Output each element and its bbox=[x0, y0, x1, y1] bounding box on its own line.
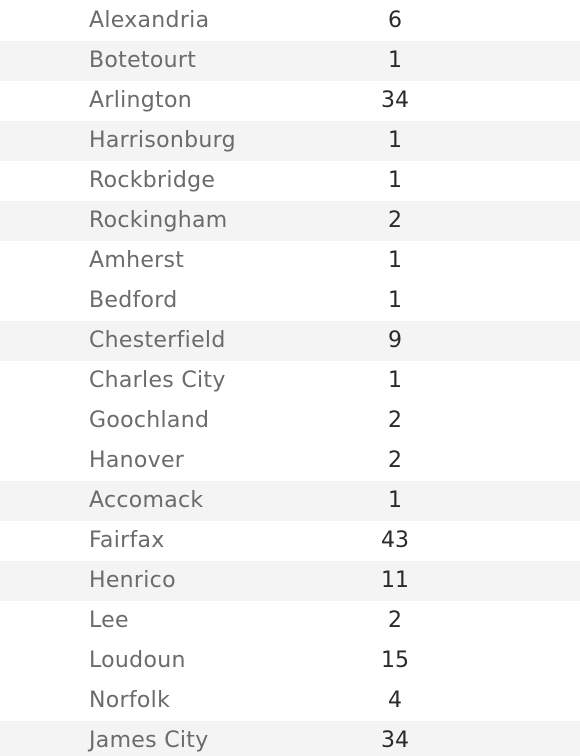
county-count: 43 bbox=[381, 528, 409, 553]
county-name: Charles City bbox=[89, 368, 226, 393]
county-name: Amherst bbox=[89, 248, 185, 273]
table-row[interactable]: Goochland 2 bbox=[0, 401, 580, 441]
county-count: 1 bbox=[388, 168, 402, 193]
table-row[interactable]: Botetourt 1 bbox=[0, 41, 580, 81]
county-count: 4 bbox=[388, 688, 402, 713]
county-count: 2 bbox=[388, 608, 402, 633]
table-row[interactable]: Amherst 1 bbox=[0, 241, 580, 281]
table-row[interactable]: Loudoun 15 bbox=[0, 641, 580, 681]
county-count: 1 bbox=[388, 288, 402, 313]
table-row[interactable]: Henrico 11 bbox=[0, 561, 580, 601]
county-count: 1 bbox=[388, 368, 402, 393]
table-row[interactable]: Alexandria 6 bbox=[0, 1, 580, 41]
county-count: 1 bbox=[388, 248, 402, 273]
table-row[interactable]: Chesterfield 9 bbox=[0, 321, 580, 361]
county-count: 34 bbox=[381, 728, 409, 753]
county-count: 2 bbox=[388, 448, 402, 473]
county-name: Alexandria bbox=[89, 8, 210, 33]
county-count: 34 bbox=[381, 88, 409, 113]
county-name: Arlington bbox=[89, 88, 192, 113]
county-name: Botetourt bbox=[89, 48, 197, 73]
county-count: 11 bbox=[381, 568, 409, 593]
county-name: Chesterfield bbox=[89, 328, 226, 353]
table-row[interactable]: Rockingham 2 bbox=[0, 201, 580, 241]
county-count: 6 bbox=[388, 8, 402, 33]
county-name: Accomack bbox=[89, 488, 204, 513]
county-count: 9 bbox=[388, 328, 402, 353]
county-name: Loudoun bbox=[89, 648, 186, 673]
county-count: 1 bbox=[388, 128, 402, 153]
table-row[interactable]: Hanover 2 bbox=[0, 441, 580, 481]
county-name: Goochland bbox=[89, 408, 210, 433]
table-row[interactable]: Accomack 1 bbox=[0, 481, 580, 521]
county-name: Rockbridge bbox=[89, 168, 216, 193]
county-count: 2 bbox=[388, 208, 402, 233]
county-count: 15 bbox=[381, 648, 409, 673]
county-name: Lee bbox=[89, 608, 129, 633]
county-count: 1 bbox=[388, 48, 402, 73]
table-row[interactable]: Harrisonburg 1 bbox=[0, 121, 580, 161]
table-row[interactable]: James City 34 bbox=[0, 721, 580, 756]
table-row[interactable]: Rockbridge 1 bbox=[0, 161, 580, 201]
table-row[interactable]: Arlington 34 bbox=[0, 81, 580, 121]
table-row[interactable]: Norfolk 4 bbox=[0, 681, 580, 721]
county-name: Fairfax bbox=[89, 528, 165, 553]
table-row[interactable]: Lee 2 bbox=[0, 601, 580, 641]
county-name: Bedford bbox=[89, 288, 178, 313]
table-row[interactable]: Charles City 1 bbox=[0, 361, 580, 401]
table-row[interactable]: Bedford 1 bbox=[0, 281, 580, 321]
county-name: Henrico bbox=[89, 568, 176, 593]
county-name: Rockingham bbox=[89, 208, 228, 233]
county-name: James City bbox=[89, 728, 209, 753]
county-count: 1 bbox=[388, 488, 402, 513]
table-row[interactable]: Fairfax 43 bbox=[0, 521, 580, 561]
county-name: Hanover bbox=[89, 448, 185, 473]
county-count: 2 bbox=[388, 408, 402, 433]
county-name: Harrisonburg bbox=[89, 128, 236, 153]
county-name: Norfolk bbox=[89, 688, 171, 713]
